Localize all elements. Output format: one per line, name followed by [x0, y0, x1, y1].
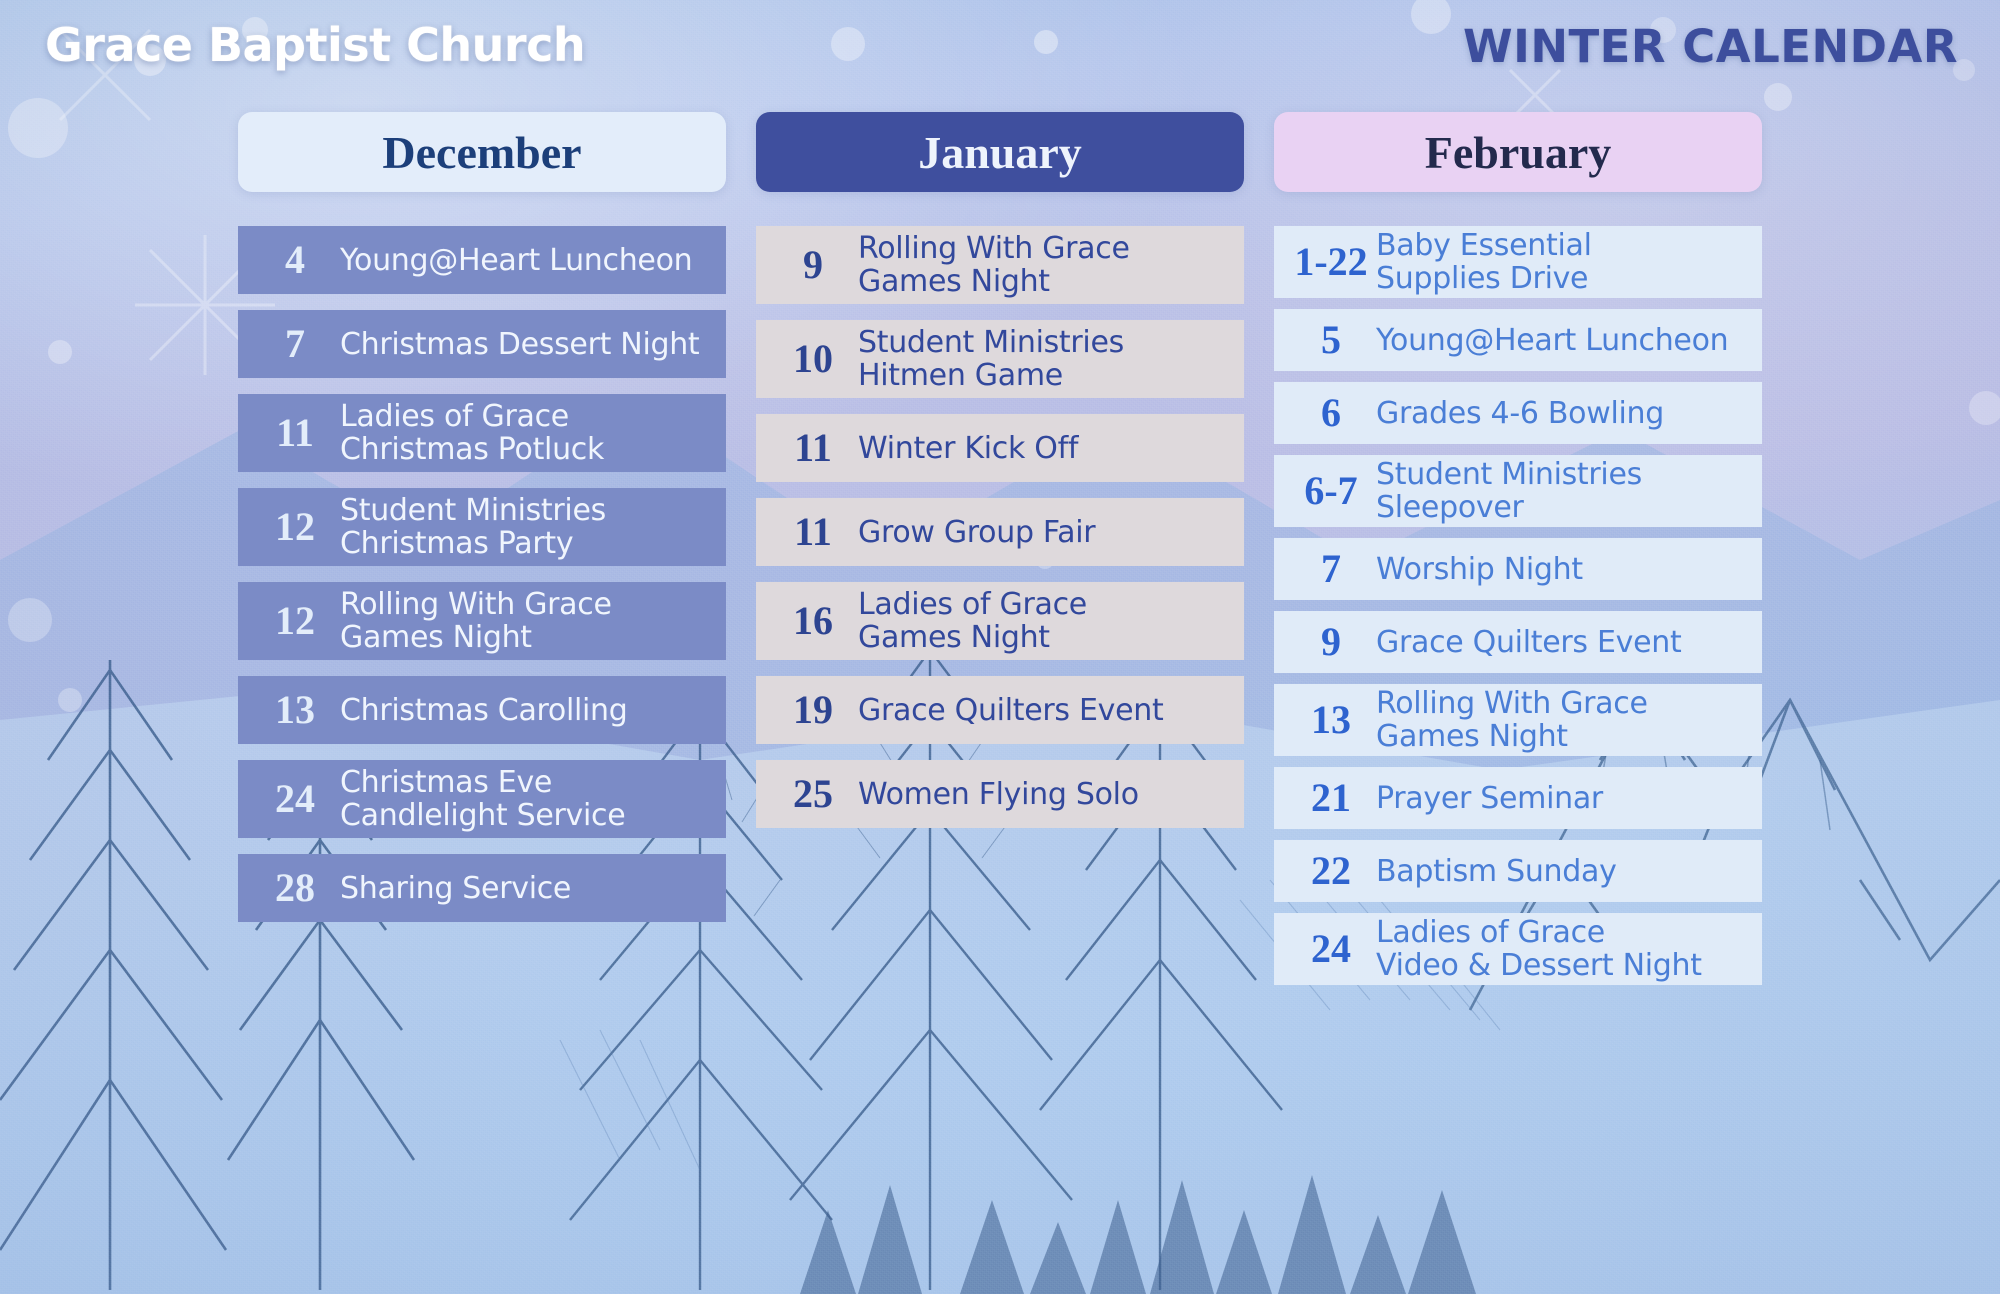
event-name: Grow Group Fair — [858, 514, 1096, 550]
event-date: 9 — [803, 242, 823, 287]
event-date: 19 — [793, 687, 833, 732]
event-name: Rolling With Grace Games Night — [1376, 686, 1648, 754]
event-row[interactable]: 9 Grace Quilters Event — [1274, 611, 1762, 673]
event-date: 25 — [793, 771, 833, 816]
event-row[interactable]: 7 Worship Night — [1274, 538, 1762, 600]
event-list-december: 4 Young@Heart Luncheon 7 Christmas Desse… — [238, 226, 726, 922]
event-name: Christmas Dessert Night — [340, 326, 700, 362]
event-row[interactable]: 16 Ladies of Grace Games Night — [756, 582, 1244, 660]
event-date: 12 — [275, 504, 315, 549]
event-name: Young@Heart Luncheon — [340, 242, 693, 278]
event-row[interactable]: 11 Winter Kick Off — [756, 414, 1244, 482]
event-name: Christmas Carolling — [340, 692, 628, 728]
event-row[interactable]: 10 Student Ministries Hitmen Game — [756, 320, 1244, 398]
event-row[interactable]: 28 Sharing Service — [238, 854, 726, 922]
event-row[interactable]: 6-7 Student Ministries Sleepover — [1274, 455, 1762, 527]
event-name: Grades 4-6 Bowling — [1376, 395, 1664, 431]
event-row[interactable]: 6 Grades 4-6 Bowling — [1274, 382, 1762, 444]
event-date: 24 — [1311, 926, 1351, 971]
event-name: Grace Quilters Event — [858, 692, 1164, 728]
month-columns: December 4 Young@Heart Luncheon 7 Christ… — [0, 112, 2000, 1294]
event-date: 7 — [1321, 546, 1341, 591]
event-name: Prayer Seminar — [1376, 780, 1603, 816]
event-date: 5 — [1321, 317, 1341, 362]
event-name: Student Ministries Sleepover — [1376, 457, 1642, 525]
event-date: 28 — [275, 865, 315, 910]
event-date: 10 — [793, 336, 833, 381]
event-name: Women Flying Solo — [858, 776, 1139, 812]
event-date: 7 — [285, 321, 305, 366]
event-row[interactable]: 11 Ladies of Grace Christmas Potluck — [238, 394, 726, 472]
event-name: Rolling With Grace Games Night — [858, 231, 1130, 299]
event-name: Ladies of Grace Christmas Potluck — [340, 399, 605, 467]
month-column-february: February 1-22 Baby Essential Supplies Dr… — [1274, 112, 1762, 1294]
month-header-february: February — [1274, 112, 1762, 192]
event-name: Winter Kick Off — [858, 430, 1079, 466]
event-row[interactable]: 24 Christmas Eve Candlelight Service — [238, 760, 726, 838]
event-date: 1-22 — [1294, 239, 1368, 284]
event-date: 21 — [1311, 775, 1351, 820]
event-date: 11 — [794, 425, 832, 470]
month-header-december: December — [238, 112, 726, 192]
event-date: 6-7 — [1304, 468, 1358, 513]
event-row[interactable]: 7 Christmas Dessert Night — [238, 310, 726, 378]
event-name: Grace Quilters Event — [1376, 624, 1682, 660]
event-name: Worship Night — [1376, 551, 1583, 587]
page-title: WINTER CALENDAR — [1462, 20, 1958, 73]
event-name: Student Ministries Hitmen Game — [858, 325, 1124, 393]
event-date: 11 — [794, 509, 832, 554]
event-row[interactable]: 5 Young@Heart Luncheon — [1274, 309, 1762, 371]
event-name: Christmas Eve Candlelight Service — [340, 765, 626, 833]
event-name: Baptism Sunday — [1376, 853, 1617, 889]
event-name: Ladies of Grace Video & Dessert Night — [1376, 915, 1702, 983]
event-name: Young@Heart Luncheon — [1376, 322, 1729, 358]
month-column-january: January 9 Rolling With Grace Games Night… — [756, 112, 1244, 1294]
event-list-february: 1-22 Baby Essential Supplies Drive 5 You… — [1274, 226, 1762, 985]
event-date: 12 — [275, 598, 315, 643]
event-date: 13 — [1311, 697, 1351, 742]
event-date: 6 — [1321, 390, 1341, 435]
event-row[interactable]: 13 Rolling With Grace Games Night — [1274, 684, 1762, 756]
event-row[interactable]: 11 Grow Group Fair — [756, 498, 1244, 566]
event-row[interactable]: 22 Baptism Sunday — [1274, 840, 1762, 902]
event-date: 11 — [276, 410, 314, 455]
event-row[interactable]: 25 Women Flying Solo — [756, 760, 1244, 828]
event-name: Rolling With Grace Games Night — [340, 587, 612, 655]
event-date: 16 — [793, 598, 833, 643]
event-row[interactable]: 12 Rolling With Grace Games Night — [238, 582, 726, 660]
event-date: 24 — [275, 776, 315, 821]
event-date: 9 — [1321, 619, 1341, 664]
event-row[interactable]: 24 Ladies of Grace Video & Dessert Night — [1274, 913, 1762, 985]
event-name: Baby Essential Supplies Drive — [1376, 228, 1592, 296]
event-row[interactable]: 13 Christmas Carolling — [238, 676, 726, 744]
event-date: 4 — [285, 237, 305, 282]
event-row[interactable]: 21 Prayer Seminar — [1274, 767, 1762, 829]
event-date: 22 — [1311, 848, 1351, 893]
event-list-january: 9 Rolling With Grace Games Night 10 Stud… — [756, 226, 1244, 828]
month-column-december: December 4 Young@Heart Luncheon 7 Christ… — [238, 112, 726, 1294]
event-name: Sharing Service — [340, 870, 572, 906]
event-row[interactable]: 12 Student Ministries Christmas Party — [238, 488, 726, 566]
event-row[interactable]: 19 Grace Quilters Event — [756, 676, 1244, 744]
brand-title: Grace Baptist Church — [45, 18, 586, 72]
event-name: Ladies of Grace Games Night — [858, 587, 1087, 655]
event-row[interactable]: 9 Rolling With Grace Games Night — [756, 226, 1244, 304]
event-name: Student Ministries Christmas Party — [340, 493, 606, 561]
event-row[interactable]: 4 Young@Heart Luncheon — [238, 226, 726, 294]
event-row[interactable]: 1-22 Baby Essential Supplies Drive — [1274, 226, 1762, 298]
event-date: 13 — [275, 687, 315, 732]
month-header-january: January — [756, 112, 1244, 192]
